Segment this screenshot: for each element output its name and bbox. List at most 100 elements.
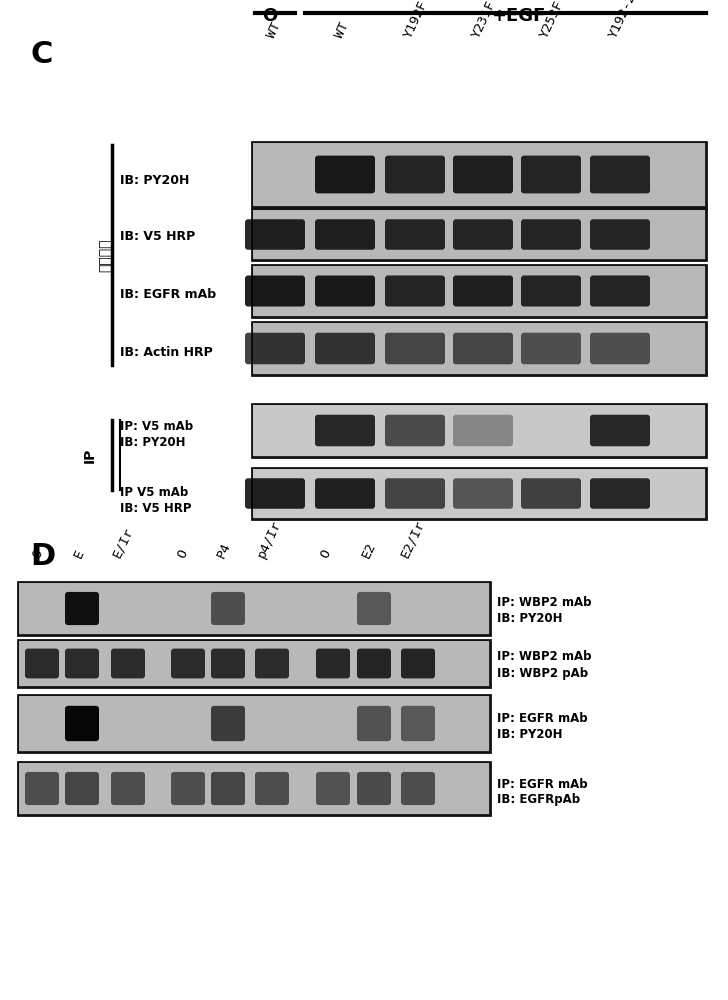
FancyBboxPatch shape [245, 333, 305, 364]
Bar [253, 266, 705, 316]
FancyBboxPatch shape [453, 415, 513, 446]
Text: O: O [30, 547, 45, 560]
FancyBboxPatch shape [385, 275, 445, 307]
FancyBboxPatch shape [171, 772, 205, 805]
Text: E: E [72, 547, 87, 560]
Text: Y253F: Y253F [538, 0, 566, 40]
Bar [252, 209, 706, 260]
Bar [252, 265, 706, 317]
FancyBboxPatch shape [401, 772, 435, 805]
Bar [252, 468, 706, 519]
Text: 总裂解物: 总裂解物 [98, 238, 112, 272]
FancyBboxPatch shape [357, 772, 391, 805]
FancyBboxPatch shape [521, 333, 581, 364]
Text: C: C [30, 40, 52, 69]
FancyBboxPatch shape [315, 275, 375, 307]
FancyBboxPatch shape [590, 156, 650, 193]
FancyBboxPatch shape [590, 219, 650, 250]
Text: IP: IP [83, 447, 97, 463]
Text: Y192F: Y192F [402, 0, 431, 40]
Text: WT: WT [265, 20, 283, 40]
FancyBboxPatch shape [315, 333, 375, 364]
FancyBboxPatch shape [401, 649, 435, 678]
FancyBboxPatch shape [65, 706, 99, 741]
FancyBboxPatch shape [453, 333, 513, 364]
FancyBboxPatch shape [316, 649, 350, 678]
FancyBboxPatch shape [25, 649, 59, 678]
Bar [253, 323, 705, 374]
FancyBboxPatch shape [590, 415, 650, 446]
FancyBboxPatch shape [453, 275, 513, 307]
FancyBboxPatch shape [211, 772, 245, 805]
FancyBboxPatch shape [211, 706, 245, 741]
FancyBboxPatch shape [385, 478, 445, 509]
FancyBboxPatch shape [357, 706, 391, 741]
Bar [252, 142, 706, 207]
FancyBboxPatch shape [315, 478, 375, 509]
Bar [253, 210, 705, 259]
Text: D: D [30, 542, 55, 571]
FancyBboxPatch shape [111, 649, 145, 678]
FancyBboxPatch shape [385, 219, 445, 250]
Bar [253, 143, 705, 206]
FancyBboxPatch shape [65, 772, 99, 805]
Text: IB: EGFR mAb: IB: EGFR mAb [120, 288, 216, 300]
Text: P4: P4 [215, 540, 234, 560]
FancyBboxPatch shape [255, 772, 289, 805]
Text: O: O [262, 7, 277, 25]
FancyBboxPatch shape [315, 415, 375, 446]
FancyBboxPatch shape [521, 478, 581, 509]
FancyBboxPatch shape [315, 219, 375, 250]
Bar [19, 583, 489, 634]
FancyBboxPatch shape [211, 592, 245, 625]
Text: O: O [318, 547, 333, 560]
FancyBboxPatch shape [521, 219, 581, 250]
FancyBboxPatch shape [211, 649, 245, 678]
FancyBboxPatch shape [385, 415, 445, 446]
Text: IB: PY20H: IB: PY20H [120, 174, 189, 186]
Bar [19, 696, 489, 751]
FancyBboxPatch shape [357, 592, 391, 625]
FancyBboxPatch shape [111, 772, 145, 805]
Text: E2: E2 [360, 540, 379, 560]
FancyBboxPatch shape [315, 156, 375, 193]
FancyBboxPatch shape [521, 156, 581, 193]
FancyBboxPatch shape [357, 649, 391, 678]
FancyBboxPatch shape [245, 275, 305, 307]
FancyBboxPatch shape [590, 275, 650, 307]
FancyBboxPatch shape [590, 478, 650, 509]
FancyBboxPatch shape [521, 275, 581, 307]
FancyBboxPatch shape [401, 706, 435, 741]
FancyBboxPatch shape [453, 478, 513, 509]
Bar [19, 641, 489, 686]
FancyBboxPatch shape [245, 478, 305, 509]
Text: IB: Actin HRP: IB: Actin HRP [120, 346, 213, 359]
FancyBboxPatch shape [255, 649, 289, 678]
Bar [253, 469, 705, 518]
FancyBboxPatch shape [65, 592, 99, 625]
Bar [252, 404, 706, 457]
FancyBboxPatch shape [245, 219, 305, 250]
Text: Y231F: Y231F [470, 0, 499, 40]
Text: IP: EGFR mAb
IB: EGFRpAb: IP: EGFR mAb IB: EGFRpAb [497, 778, 587, 806]
FancyBboxPatch shape [171, 649, 205, 678]
FancyBboxPatch shape [590, 333, 650, 364]
Text: WT: WT [333, 20, 352, 40]
Bar [252, 322, 706, 375]
FancyBboxPatch shape [385, 333, 445, 364]
Text: IP: EGFR mAb
IB: PY20H: IP: EGFR mAb IB: PY20H [497, 712, 587, 742]
FancyBboxPatch shape [453, 156, 513, 193]
Text: IP V5 mAb
IB: V5 HRP: IP V5 mAb IB: V5 HRP [120, 486, 191, 514]
Text: IP: WBP2 mAb
IB: WBP2 pAb: IP: WBP2 mAb IB: WBP2 pAb [497, 650, 592, 680]
FancyBboxPatch shape [25, 772, 59, 805]
Bar [18, 640, 490, 687]
Text: p4/Ir: p4/Ir [255, 518, 284, 560]
Bar [18, 582, 490, 635]
FancyBboxPatch shape [65, 649, 99, 678]
Bar [253, 405, 705, 456]
Text: IP: WBP2 mAb
IB: PY20H: IP: WBP2 mAb IB: PY20H [497, 595, 592, 624]
FancyBboxPatch shape [453, 219, 513, 250]
Text: IP: V5 mAb
IB: PY20H: IP: V5 mAb IB: PY20H [120, 420, 193, 450]
Text: E2/Ir: E2/Ir [398, 518, 427, 560]
Text: +EGF: +EGF [491, 7, 545, 25]
